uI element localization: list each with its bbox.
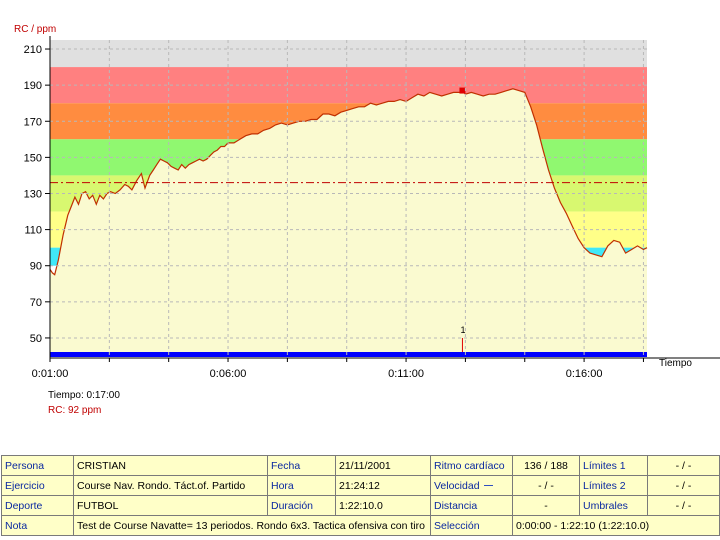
hr-series-line [49,88,648,276]
hr-zone-band [50,40,647,68]
line-legend-icon [483,485,493,487]
cursor-hr-readout: RC: 92 ppm [48,405,102,416]
x-tick-label: 0:01:00 [32,368,69,380]
y-axis-label: RC / ppm [14,24,56,35]
nota-label: Nota [1,515,74,536]
limites1-value: - / - [647,455,720,476]
y-tick-label: 170 [24,116,42,128]
y-tick-label: 70 [30,297,42,309]
deporte-label: Deporte [1,495,74,516]
peak-marker [459,87,466,94]
chart-axes: 50 70 90 110 130 150 170 190 210 0:01:00 0:06:00 0:… [24,36,720,380]
ritmo-value: 136 / 188 [512,455,580,476]
x-tick-label: 0:11:00 [388,368,424,380]
duracion-label: Duración [267,495,336,516]
fecha-label: Fecha [267,455,336,476]
persona-label: Persona [1,455,74,476]
y-tick-label: 210 [24,44,42,56]
hr-area-fill [50,88,647,357]
chart-grid [50,40,647,356]
limites2-label: Límites 2 [579,475,648,496]
y-tick-label: 190 [24,80,42,92]
ejercicio-label: Ejercicio [1,475,74,496]
umbrales-label: Umbrales [579,495,648,516]
deporte-value: FUTBOL [73,495,268,516]
duracion-value: 1:22:10.0 [335,495,431,516]
recording-bar [50,352,647,357]
y-tick-label: 110 [24,225,42,237]
velocidad-value: - / - [512,475,580,496]
summary-row: Ejercicio Course Nav. Rondo. Táct.of. Pa… [1,475,720,496]
hora-value: 21:24:12 [335,475,431,496]
y-tick-label: 150 [24,152,42,164]
limites1-label: Límites 1 [579,455,648,476]
y-tick-label: 90 [30,261,42,273]
velocidad-label: Velocidad [434,479,480,492]
fecha-value: 21/11/2001 [335,455,431,476]
distancia-value: - [512,495,580,516]
session-summary-table: Persona CRISTIAN Fecha 21/11/2001 Ritmo … [1,455,720,536]
lap-marker-label: 1 [460,325,465,335]
hr-zone-band [50,67,647,104]
velocidad-cell: Velocidad [430,475,513,496]
distancia-label: Distancia [430,495,513,516]
seleccion-value: 0:00:00 - 1:22:10 (1:22:10.0) [512,515,720,536]
heart-rate-chart: 1 50 70 90 110 130 150 170 190 210 0:01:00 0:06:00… [14,24,720,380]
limites2-value: - / - [647,475,720,496]
y-tick-label: 130 [24,188,42,200]
summary-row: Deporte FUTBOL Duración 1:22:10.0 Distan… [1,495,720,516]
umbrales-value: - / - [647,495,720,516]
summary-row: Persona CRISTIAN Fecha 21/11/2001 Ritmo … [1,455,720,476]
x-tick-label: 0:16:00 [566,368,603,380]
y-tick-label: 50 [30,333,42,345]
summary-row: Nota Test de Course Navatte= 13 periodos… [1,515,720,536]
cursor-time-readout: Tiempo: 0:17:00 [48,390,120,401]
x-tick-label: 0:06:00 [210,368,247,380]
nota-value: Test de Course Navatte= 13 periodos. Ron… [73,515,431,536]
ejercicio-value: Course Nav. Rondo. Táct.of. Partido [73,475,268,496]
persona-value: CRISTIAN [73,455,268,476]
hora-label: Hora [267,475,336,496]
ritmo-label: Ritmo cardíaco [430,455,513,476]
heart-rate-area: 1 [49,87,648,357]
x-axis-label: Tiempo [659,358,692,369]
seleccion-label: Selección [430,515,513,536]
